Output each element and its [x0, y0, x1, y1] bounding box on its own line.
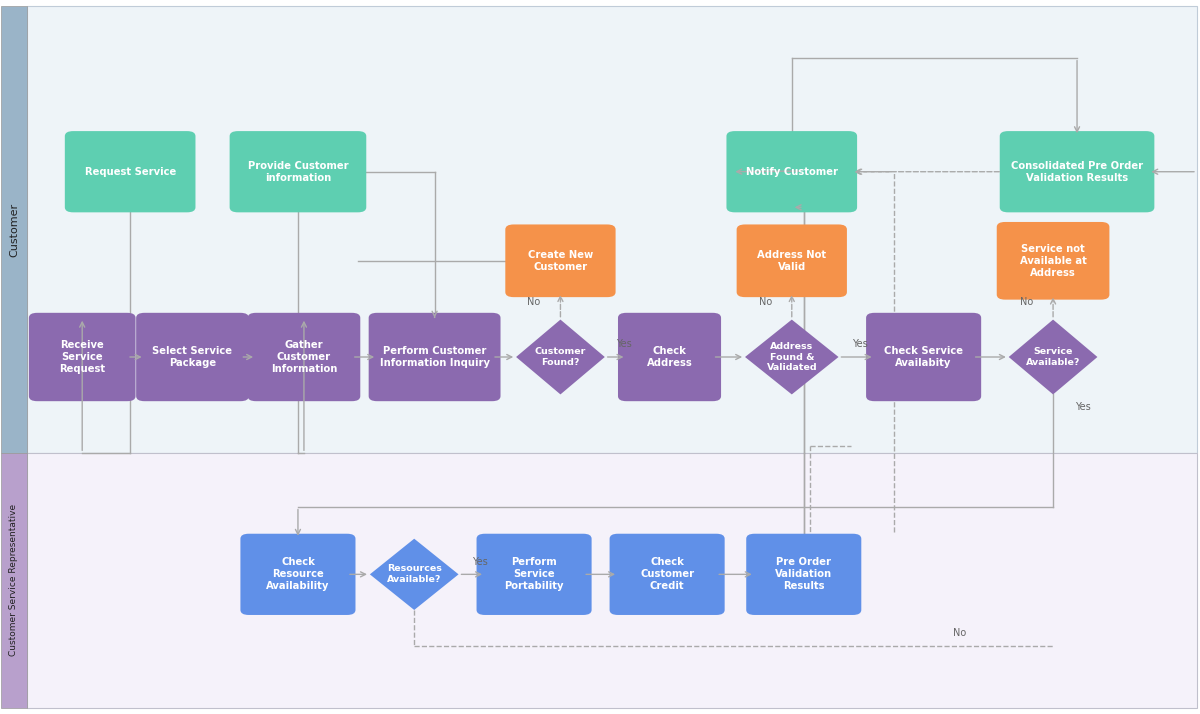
Text: No: No: [953, 628, 966, 638]
Text: Service
Available?: Service Available?: [1026, 347, 1080, 367]
FancyBboxPatch shape: [746, 534, 862, 615]
FancyBboxPatch shape: [866, 313, 982, 401]
Polygon shape: [745, 320, 839, 394]
Polygon shape: [370, 539, 458, 610]
Text: Receive
Service
Request: Receive Service Request: [59, 340, 106, 374]
Text: No: No: [528, 297, 541, 307]
Text: Consolidated Pre Order
Validation Results: Consolidated Pre Order Validation Result…: [1010, 161, 1144, 183]
Text: Perform
Service
Portability: Perform Service Portability: [504, 558, 564, 591]
FancyBboxPatch shape: [28, 6, 1196, 453]
FancyBboxPatch shape: [240, 534, 355, 615]
FancyBboxPatch shape: [610, 534, 725, 615]
Text: Service not
Available at
Address: Service not Available at Address: [1020, 243, 1086, 278]
Text: Yes: Yes: [852, 339, 868, 349]
FancyBboxPatch shape: [29, 313, 136, 401]
Text: Select Service
Package: Select Service Package: [152, 346, 233, 368]
FancyBboxPatch shape: [65, 131, 196, 212]
Text: Create New
Customer: Create New Customer: [528, 250, 593, 272]
Polygon shape: [516, 320, 605, 394]
Text: Perform Customer
Information Inquiry: Perform Customer Information Inquiry: [379, 346, 490, 368]
Text: Customer
Found?: Customer Found?: [535, 347, 586, 367]
Text: Yes: Yes: [1075, 402, 1091, 412]
FancyBboxPatch shape: [1, 6, 28, 453]
FancyBboxPatch shape: [229, 131, 366, 212]
Text: Yes: Yes: [616, 339, 632, 349]
Text: Customer: Customer: [8, 203, 19, 257]
FancyBboxPatch shape: [618, 313, 721, 401]
Text: Customer Service Representative: Customer Service Representative: [10, 504, 18, 656]
Text: No: No: [1020, 297, 1033, 307]
FancyBboxPatch shape: [1, 453, 28, 708]
Text: Check
Customer
Credit: Check Customer Credit: [640, 558, 694, 591]
FancyBboxPatch shape: [368, 313, 500, 401]
Text: Address
Found &
Validated: Address Found & Validated: [767, 342, 817, 372]
FancyBboxPatch shape: [726, 131, 857, 212]
Text: Check Service
Availabity: Check Service Availabity: [884, 346, 964, 368]
FancyBboxPatch shape: [1000, 131, 1154, 212]
Text: Gather
Customer
Information: Gather Customer Information: [271, 340, 337, 374]
FancyBboxPatch shape: [997, 222, 1110, 300]
Text: Resources
Available?: Resources Available?: [386, 565, 442, 584]
FancyBboxPatch shape: [505, 224, 616, 297]
FancyBboxPatch shape: [476, 534, 592, 615]
FancyBboxPatch shape: [28, 453, 1196, 708]
FancyBboxPatch shape: [247, 313, 360, 401]
Text: Provide Customer
information: Provide Customer information: [247, 161, 348, 183]
FancyBboxPatch shape: [136, 313, 248, 401]
Text: Pre Order
Validation
Results: Pre Order Validation Results: [775, 558, 833, 591]
Polygon shape: [1009, 320, 1098, 394]
Text: Address Not
Valid: Address Not Valid: [757, 250, 827, 272]
Text: Check
Resource
Availability: Check Resource Availability: [266, 558, 330, 591]
Text: Request Service: Request Service: [84, 167, 175, 177]
FancyBboxPatch shape: [737, 224, 847, 297]
Text: Check
Address: Check Address: [647, 346, 692, 368]
Text: Notify Customer: Notify Customer: [745, 167, 838, 177]
Text: No: No: [758, 297, 772, 307]
Text: Yes: Yes: [473, 556, 488, 566]
